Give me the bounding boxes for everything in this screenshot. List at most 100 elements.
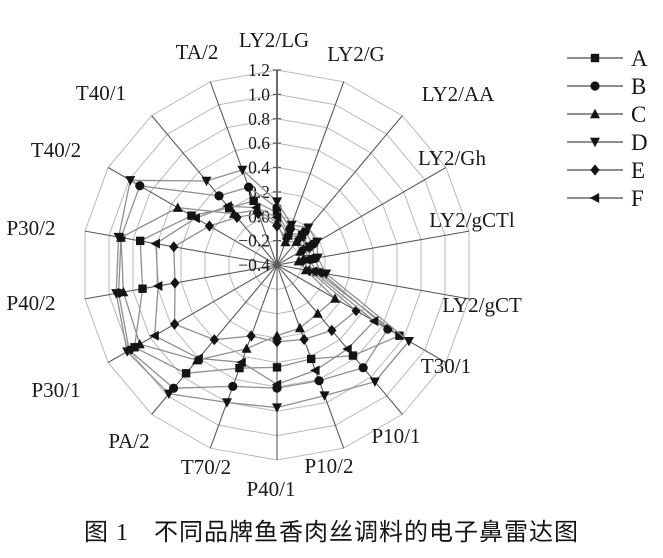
legend-item-C: C — [566, 100, 662, 128]
series-F-marker — [310, 365, 320, 376]
tick-label: 1.2 — [248, 60, 270, 80]
axis-label: T40/1 — [76, 81, 126, 105]
series-E-marker — [169, 241, 179, 253]
series-F-marker — [282, 230, 293, 241]
figure-caption: 图 1 不同品牌鱼香肉丝调料的电子鼻雷达图 — [84, 520, 579, 546]
axis-label: P40/1 — [246, 477, 295, 501]
series-A-marker — [306, 354, 316, 364]
series-D-marker — [319, 391, 330, 401]
series-F-marker — [149, 330, 159, 341]
series-C-marker — [312, 308, 323, 318]
series-F-marker — [342, 344, 352, 355]
axis-label: T70/2 — [181, 455, 231, 479]
series-A-marker — [272, 363, 282, 372]
axis-label: P10/1 — [371, 424, 420, 448]
series-F-marker — [152, 280, 163, 291]
series-E-marker — [170, 277, 180, 289]
series-A-marker — [348, 351, 358, 360]
axis-label: P30/2 — [6, 216, 55, 240]
axis-spoke — [276, 264, 447, 363]
series-A-marker — [272, 208, 282, 217]
series-D-marker — [237, 165, 248, 176]
legend-marker-triangle-left-icon — [567, 193, 623, 203]
series-D-marker — [303, 223, 314, 233]
series-D-marker — [312, 253, 323, 264]
series-B-marker — [214, 191, 224, 201]
series-E-marker — [170, 318, 180, 330]
legend-label: B — [631, 73, 647, 99]
series-D-marker — [272, 403, 282, 413]
series-C-marker — [134, 339, 145, 349]
series-E-marker — [299, 333, 309, 346]
series-D-marker — [122, 347, 133, 357]
series-D-marker — [163, 389, 174, 400]
legend-label: E — [631, 157, 646, 183]
legend-item-F: F — [566, 184, 662, 212]
series-C-marker — [294, 322, 305, 333]
series-A-marker — [138, 284, 147, 293]
series-E-marker — [209, 334, 219, 346]
series-D-marker — [111, 289, 122, 299]
series-A-marker — [181, 369, 191, 378]
series-A-marker — [130, 343, 139, 352]
axis-label: LY2/gCT — [442, 293, 522, 317]
series-A-marker — [249, 196, 258, 206]
series-E-marker — [351, 305, 361, 317]
series-D-marker — [201, 176, 212, 187]
series-E-marker — [246, 330, 256, 342]
series-A-marker — [187, 211, 196, 220]
series-A-marker — [395, 331, 404, 340]
series-D-marker — [286, 220, 297, 231]
series-F-marker — [271, 379, 282, 390]
legend-label: C — [631, 101, 647, 127]
tick-label: −0.4 — [238, 255, 270, 275]
series-F-marker — [190, 213, 200, 224]
axis-spoke — [151, 115, 278, 266]
series-D-marker — [272, 197, 282, 207]
series-E-marker — [272, 220, 282, 232]
series-D-marker — [321, 269, 332, 279]
series-D-marker — [312, 237, 323, 248]
legend-label: F — [631, 185, 644, 211]
legend-label: A — [631, 45, 648, 71]
series-F-marker — [193, 353, 203, 364]
legend-item-A: A — [566, 44, 662, 72]
series-F-marker — [150, 238, 160, 249]
series-C-marker — [272, 330, 282, 340]
legend-label: D — [631, 129, 648, 155]
series-B-marker — [228, 381, 238, 391]
legend-marker-triangle-down-icon — [567, 137, 623, 148]
series-E-marker — [281, 233, 292, 245]
legend-marker-circle-icon — [567, 81, 623, 91]
series-F-marker — [250, 202, 261, 213]
axis-label: LY2/G — [327, 42, 384, 66]
series-D-marker — [403, 336, 414, 347]
tick-label: 0.8 — [248, 109, 270, 129]
series-E-marker — [272, 336, 282, 348]
tick-label: 0.4 — [248, 158, 270, 178]
axis-label: T30/1 — [421, 354, 471, 378]
series-C-marker — [172, 202, 183, 212]
series-F-marker — [301, 254, 312, 265]
series-E-marker — [253, 207, 263, 220]
series-F-marker — [222, 201, 232, 212]
axis-spoke — [209, 81, 278, 266]
tick-label: 0.6 — [248, 133, 270, 153]
series-F-marker — [307, 266, 318, 277]
axis-spoke — [209, 264, 278, 449]
axis-label: P40/2 — [6, 291, 55, 315]
series-F-marker — [271, 212, 282, 223]
series-B-marker — [383, 324, 393, 334]
tick-label: −0.2 — [238, 231, 270, 251]
series-F-marker — [368, 316, 379, 327]
axis-label: PA/2 — [108, 429, 149, 453]
axis-label: TA/2 — [176, 40, 219, 64]
tick-label: 1.0 — [248, 84, 270, 104]
legend-item-D: D — [566, 128, 662, 156]
series-F-marker — [295, 231, 305, 242]
series-A-marker — [235, 363, 244, 373]
axis-label: T40/2 — [31, 138, 81, 162]
axis-label: P10/2 — [304, 454, 353, 478]
